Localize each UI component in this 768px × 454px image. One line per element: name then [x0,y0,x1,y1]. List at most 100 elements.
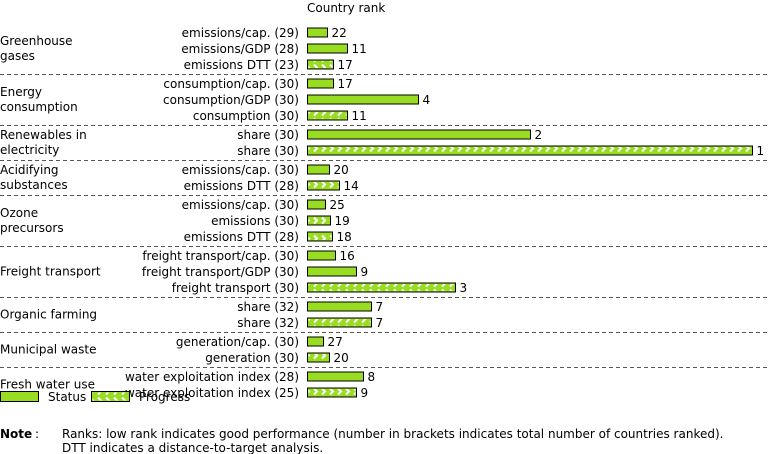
indicator-group: emissions/cap. (29) 22 emissions/GDP (28) 1… [0,26,367,72]
rank-bar [307,282,456,293]
row-label: freight transport (30) [172,281,299,295]
group-label: substances [0,178,68,192]
rank-value-label: 9 [361,386,369,400]
note-line: DTT indicates a distance-to-target analy… [62,441,323,454]
group-label: Renewables in [0,128,87,142]
rank-bar [307,59,334,70]
group-label: precursors [0,221,64,235]
note-colon: : [35,427,39,441]
indicator-group: emissions/cap. (30) 25 emissions (30) 19 emi… [0,198,352,244]
rank-bar [307,250,336,261]
plot-area: emissions/cap. (29) 22 emissions/GDP (28) 1… [0,26,768,400]
legend: Status Progress [0,390,190,404]
rank-value-label: 1 [757,144,765,158]
chart-title: Country rank [307,1,385,15]
row-label: share (32) [237,316,299,330]
rank-value-label: 11 [352,42,367,56]
indicator-group: share (30) 2 share (30) 1 Renewables inelect… [0,128,764,158]
rank-bar [307,43,348,54]
rank-bar [307,199,326,210]
indicator-group: consumption/cap. (30) 17 consumption/GDP (… [0,77,430,123]
legend-swatch-progress [91,391,130,402]
legend-label: Status [48,390,86,404]
row-label: emissions/cap. (30) [182,198,299,212]
rank-bar [307,78,334,89]
rank-bar [307,180,340,191]
rank-bar [307,371,364,382]
rank-value-label: 20 [334,163,349,177]
row-label: share (30) [237,128,299,142]
rank-value-label: 7 [376,316,384,330]
indicator-group: freight transport/cap. (30) 16 freight tra… [0,249,467,295]
rank-bar [307,27,328,38]
row-label: emissions/cap. (29) [182,26,299,40]
indicator-group: generation/cap. (30) 27 generation (30) 20 M… [0,335,349,365]
rank-value-label: 11 [352,109,367,123]
rank-value-label: 14 [344,179,359,193]
row-label: water exploitation index (25) [125,386,299,400]
note-line: Ranks: low rank indicates good performan… [62,427,723,441]
rank-value-label: 27 [328,335,343,349]
group-label: Greenhouse [0,34,73,48]
rank-value-label: 19 [335,214,350,228]
rank-bar [307,129,531,140]
rank-value-label: 8 [368,370,376,384]
row-label: share (30) [237,144,299,158]
rank-bar [307,164,330,175]
legend-swatch-status [0,391,39,402]
rank-bar [307,317,372,328]
row-label: emissions DTT (28) [184,230,299,244]
group-label: Freight transport [0,265,101,279]
row-label: freight transport/cap. (30) [142,249,299,263]
rank-bar [307,352,330,363]
rank-bar [307,110,348,121]
rank-value-label: 9 [361,265,369,279]
rank-value-label: 17 [338,58,353,72]
note: Note: Ranks: low rank indicates good perf… [0,427,723,454]
group-label: Municipal waste [0,343,96,357]
row-label: emissions DTT (28) [184,179,299,193]
group-label: electricity [0,143,59,157]
indicator-group: emissions/cap. (30) 20 emissions DTT (28) 1… [0,163,359,193]
row-label: consumption/cap. (30) [163,77,299,91]
group-label: Acidifying [0,163,59,177]
row-label: emissions/GDP (28) [181,42,299,56]
rank-bar [307,387,357,398]
group-label: Ozone [0,206,38,220]
rank-bar [307,231,333,242]
rank-value-label: 7 [376,300,384,314]
rank-value-label: 18 [337,230,352,244]
rank-value-label: 25 [330,198,345,212]
group-label: gases [0,49,35,63]
rank-bar [307,145,753,156]
legend-label: Progress [139,390,190,404]
row-label: consumption/GDP (30) [163,93,299,107]
rank-bar [307,336,324,347]
note-label: Note [0,427,32,441]
rank-value-label: 3 [460,281,468,295]
group-label: Fresh water use [0,378,95,392]
rank-bar [307,266,357,277]
row-label: share (32) [237,300,299,314]
rank-value-label: 16 [340,249,355,263]
rank-value-label: 20 [334,351,349,365]
rank-value-label: 17 [338,77,353,91]
indicator-group: water exploitation index (28) 8 water expl… [0,370,375,400]
rank-value-label: 2 [535,128,543,142]
row-label: emissions/cap. (30) [182,163,299,177]
rank-value-label: 22 [332,26,347,40]
indicator-group: share (32) 7 share (32) 7 Organic farming [0,300,383,330]
rank-value-label: 4 [423,93,431,107]
row-label: freight transport/GDP (30) [142,265,299,279]
group-label: Energy [0,85,42,99]
rank-bar [307,215,331,226]
group-label: Organic farming [0,308,97,322]
rank-bar [307,94,419,105]
row-label: consumption (30) [193,109,299,123]
row-label: emissions DTT (23) [184,58,299,72]
rank-bar [307,301,372,312]
row-label: water exploitation index (28) [125,370,299,384]
group-label: consumption [0,100,78,114]
row-label: generation/cap. (30) [176,335,299,349]
